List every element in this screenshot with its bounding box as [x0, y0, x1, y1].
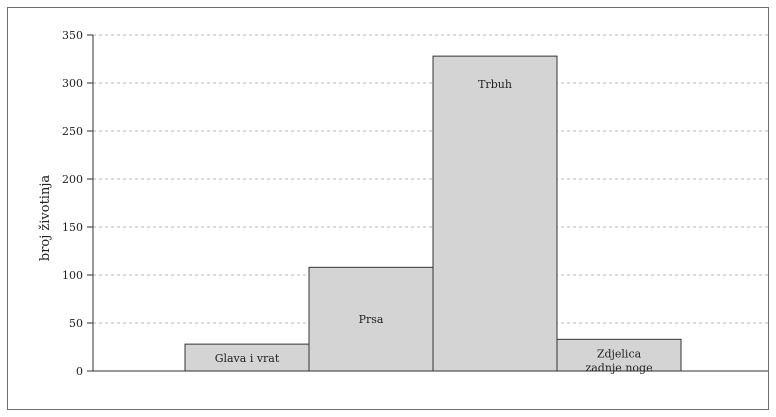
bar-trbuh: [432, 55, 558, 372]
bar-glava-i-vrat: [184, 343, 310, 372]
bar-label: Prsa: [359, 313, 384, 326]
y-tick-label: 350: [62, 29, 83, 42]
y-tick-label: 300: [62, 77, 83, 90]
y-tick-label: 200: [62, 173, 83, 186]
bar-zdjelica-zadnje-noge: [556, 338, 682, 372]
y-tick-label: 100: [62, 269, 83, 282]
y-tick-label: 0: [76, 365, 83, 378]
bars: [184, 55, 682, 372]
y-tick-label: 150: [62, 221, 83, 234]
bar-label: zadnje noge: [585, 361, 652, 374]
bar-label: Glava i vrat: [215, 352, 280, 365]
y-axis-title: broj životinja: [38, 175, 53, 261]
bar-label: Zdjelica: [597, 347, 642, 360]
y-tick-label: 250: [62, 125, 83, 138]
bar-label: Trbuh: [478, 78, 512, 91]
y-tick-label: 50: [69, 317, 83, 330]
